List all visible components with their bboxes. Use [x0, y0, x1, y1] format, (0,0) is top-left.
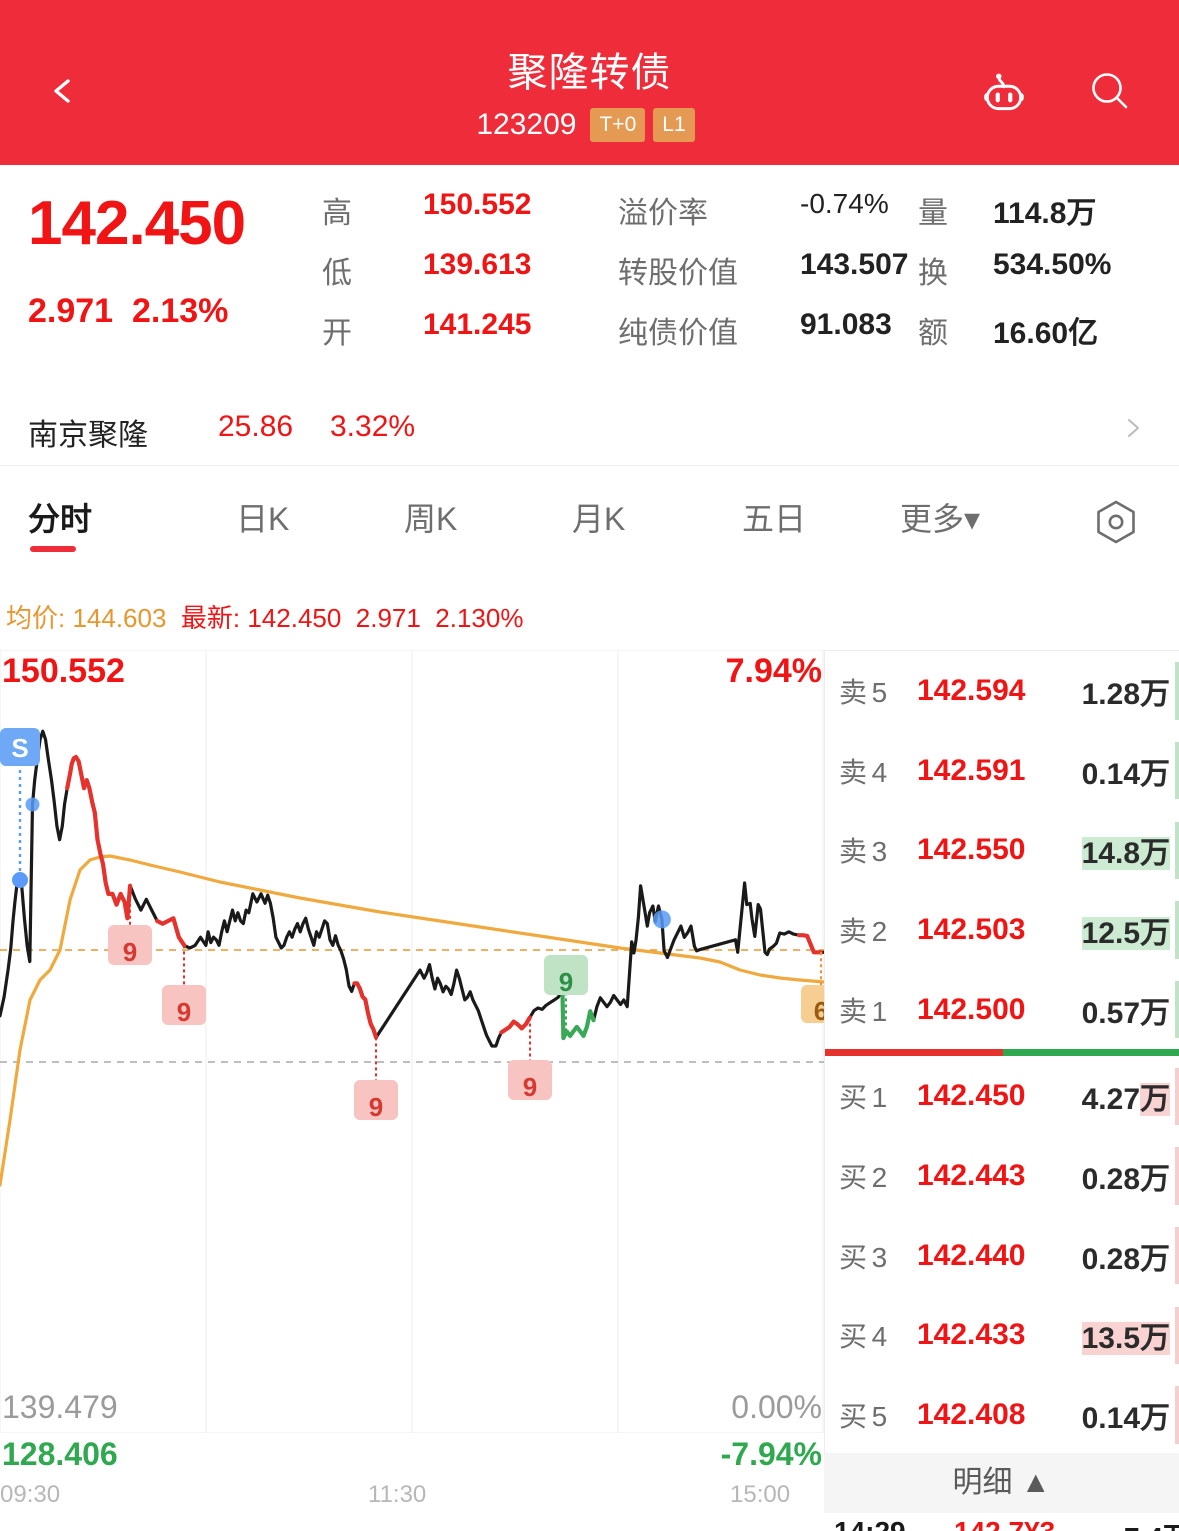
svg-text:9: 9: [177, 997, 191, 1027]
svg-text:139.479: 139.479: [2, 1389, 118, 1425]
svg-text:6: 6: [814, 996, 824, 1026]
svg-text:9: 9: [559, 967, 573, 997]
svg-text:9: 9: [523, 1072, 537, 1102]
svg-text:0.00%: 0.00%: [731, 1389, 822, 1425]
svg-text:9: 9: [369, 1092, 383, 1122]
svg-text:7.94%: 7.94%: [726, 652, 822, 690]
svg-text:S: S: [11, 733, 28, 763]
svg-text:150.552: 150.552: [2, 652, 125, 690]
svg-text:9: 9: [123, 937, 137, 967]
